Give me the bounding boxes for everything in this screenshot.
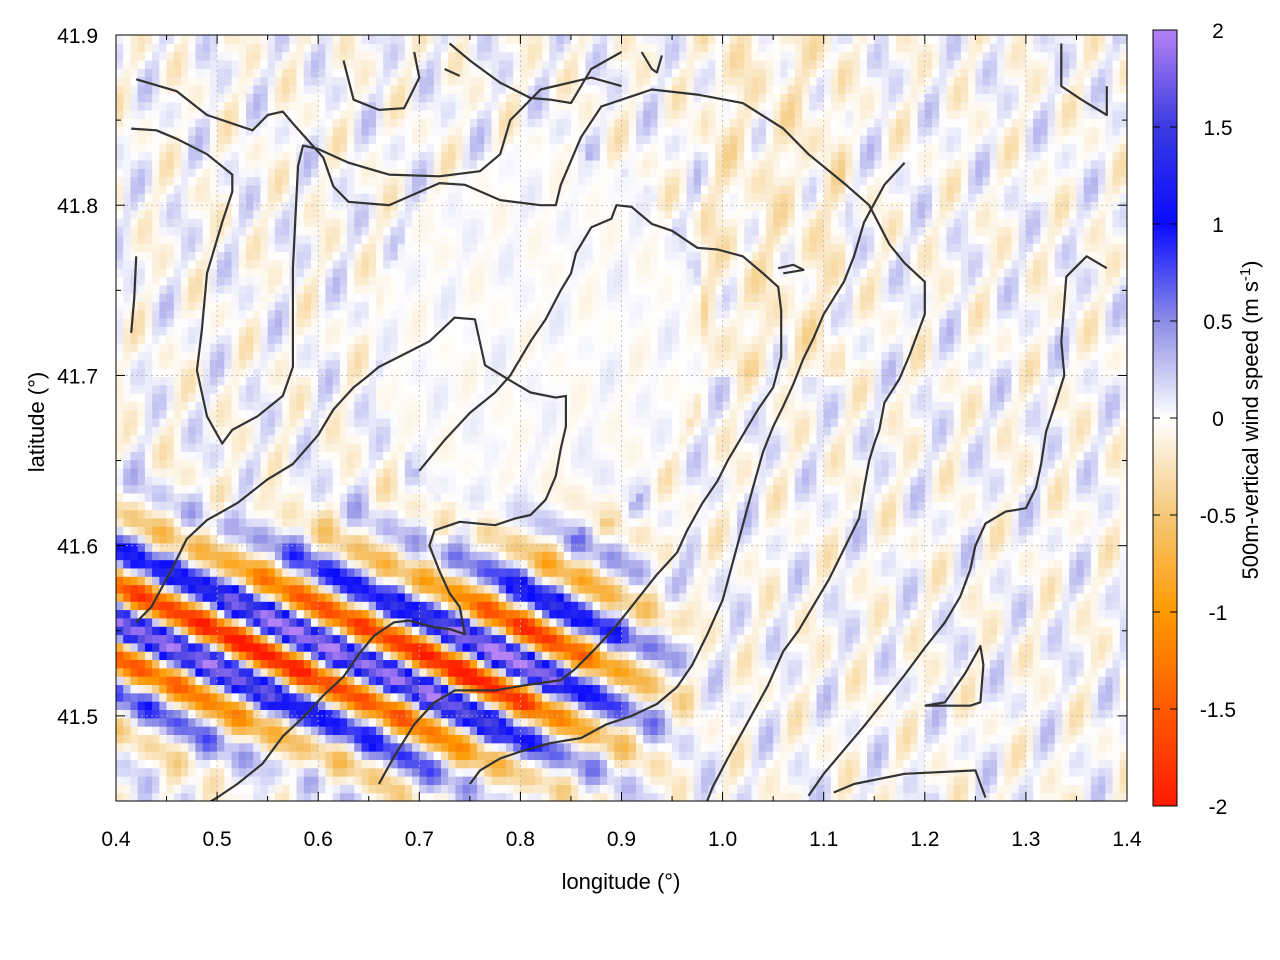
heatmap-field — [116, 35, 1127, 801]
x-tick-label: 0.7 — [405, 828, 434, 851]
contour-lines — [130, 42, 1108, 801]
contour-e — [469, 161, 906, 785]
colorbar-tick-label: -1.5 — [1200, 699, 1236, 722]
colorbar-label: 500m-vertical wind speed (m s-1) — [1237, 260, 1263, 579]
y-axis-ticks: 41.5 41.6 41.7 41.8 41.9 — [57, 25, 1127, 729]
contour-l — [777, 263, 805, 275]
x-tick-label: 1.0 — [708, 828, 737, 851]
colorbar-tick-label: 0 — [1212, 408, 1224, 431]
contour-f — [807, 255, 1108, 797]
contour-b — [131, 76, 622, 445]
contour-c — [135, 316, 567, 801]
x-tick-label: 0.8 — [506, 828, 535, 851]
contour-g — [924, 645, 985, 707]
contour-i — [833, 769, 987, 798]
contour-n — [640, 51, 663, 74]
contour-m — [448, 42, 623, 105]
x-tick-label: 0.5 — [202, 828, 231, 851]
contour-h — [1060, 43, 1108, 117]
x-tick-label: 0.9 — [607, 828, 636, 851]
x-tick-label: 0.6 — [304, 828, 333, 851]
y-tick-label: 41.5 — [57, 706, 98, 729]
y-tick-label: 41.6 — [57, 536, 98, 559]
y-tick-label: 41.9 — [57, 25, 98, 48]
colorbar-tick-label: -1 — [1209, 602, 1228, 625]
contour-d — [377, 204, 783, 785]
contour-o — [444, 67, 461, 77]
colorbar-tick-label: -0.5 — [1200, 505, 1236, 528]
contour-j — [342, 51, 421, 111]
colorbar-tick-label: 1 — [1212, 214, 1224, 237]
x-tick-label: 0.4 — [101, 828, 131, 851]
colorbar-tick-label: 1.5 — [1203, 117, 1232, 140]
x-tick-label: 1.4 — [1112, 828, 1142, 851]
colorbar-tick-label: 0.5 — [1203, 311, 1232, 334]
colorbar-tick-label: 2 — [1212, 20, 1224, 43]
x-tick-label: 1.3 — [1011, 828, 1040, 851]
x-axis-label: longitude (°) — [562, 869, 681, 894]
x-axis-ticks: 0.4 0.5 0.6 0.7 0.8 0.9 1.0 1.1 1.2 1.3 1.4 — [101, 35, 1142, 851]
contour-k — [130, 256, 138, 333]
colorbar-tick-label: -2 — [1209, 796, 1228, 819]
x-tick-label: 1.2 — [910, 828, 939, 851]
y-tick-label: 41.8 — [57, 195, 98, 218]
x-tick-label: 1.1 — [809, 828, 838, 851]
y-axis-label: latitude (°) — [24, 372, 49, 473]
colorbar-ticks: 2 1.5 1 0.5 0 -0.5 -1 -1.5 -2 — [1153, 20, 1236, 819]
y-tick-label: 41.7 — [57, 365, 98, 388]
contour-a — [135, 78, 926, 801]
